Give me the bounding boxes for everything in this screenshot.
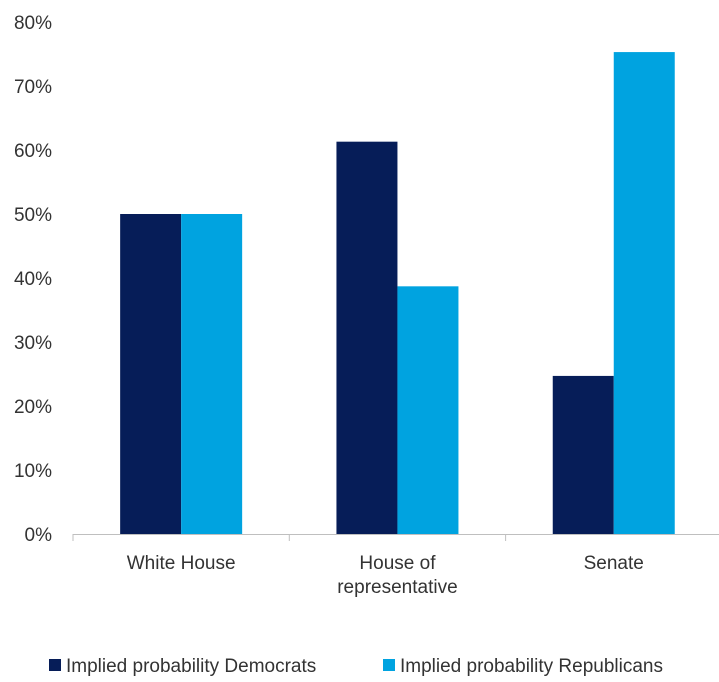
x-category-label: White House <box>127 553 236 574</box>
y-tick-label: 20% <box>14 397 52 418</box>
y-tick-label: 0% <box>25 525 53 546</box>
bars <box>120 52 675 534</box>
x-axis-labels: White House House of representative Senate <box>127 553 644 598</box>
x-category-label: representative <box>337 577 457 598</box>
legend: Implied probability Democrats Implied pro… <box>49 656 663 677</box>
bar-republicans-0 <box>181 214 243 534</box>
legend-label: Implied probability Republicans <box>400 656 663 677</box>
legend-label: Implied probability Democrats <box>66 656 316 677</box>
y-tick-label: 10% <box>14 461 52 482</box>
legend-swatch <box>383 659 395 671</box>
y-tick-label: 70% <box>14 77 52 98</box>
bar-republicans-1 <box>397 286 459 534</box>
y-tick-label: 50% <box>14 205 52 226</box>
y-tick-label: 30% <box>14 333 52 354</box>
legend-swatch <box>49 659 61 671</box>
y-tick-label: 40% <box>14 269 52 290</box>
bar-democrats-1 <box>336 141 398 534</box>
y-tick-label: 80% <box>14 13 52 34</box>
bar-republicans-2 <box>613 52 675 534</box>
x-axis-ticks <box>72 534 507 541</box>
x-category-label: Senate <box>584 553 644 574</box>
bar-democrats-0 <box>120 214 182 534</box>
bar-democrats-2 <box>552 375 614 534</box>
x-category-label: House of <box>359 553 436 574</box>
y-axis: 0% 10% 20% 30% 40% 50% 60% 70% 80% <box>14 13 52 546</box>
y-tick-label: 60% <box>14 141 52 162</box>
